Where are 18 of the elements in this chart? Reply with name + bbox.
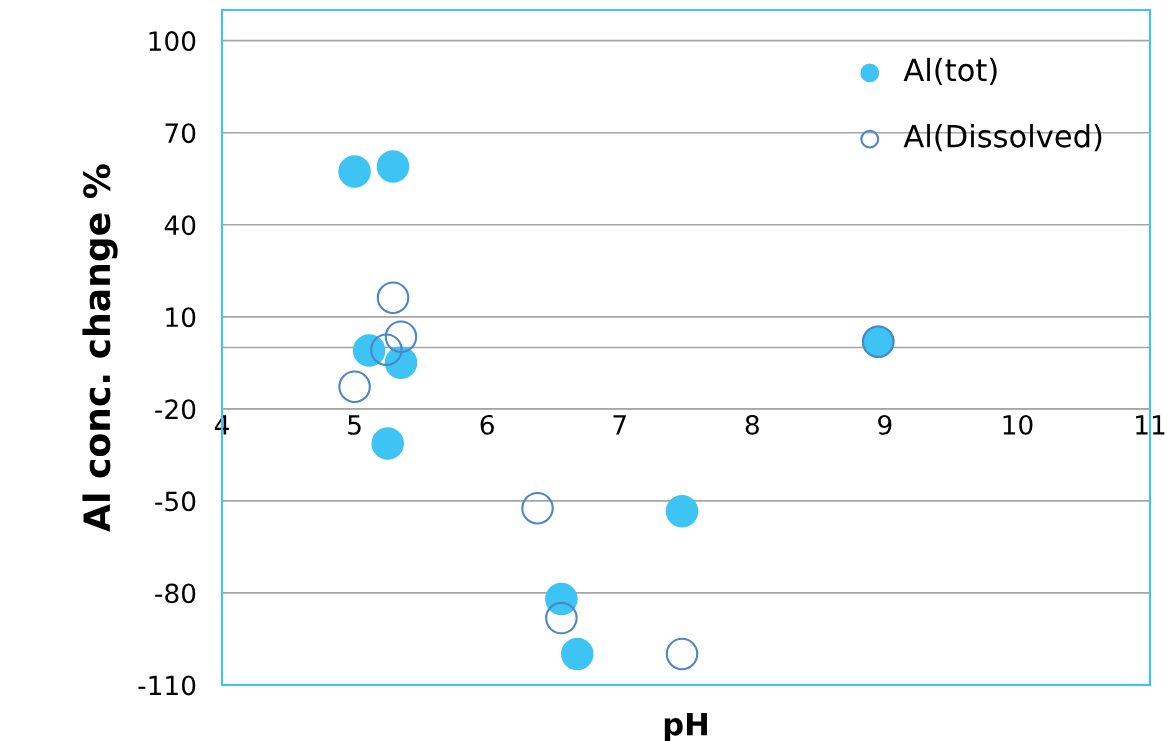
x-tick-label: 9: [878, 414, 892, 435]
y-axis-title: Al conc. change %: [82, 164, 118, 532]
y-tick-label: 40: [164, 215, 196, 236]
x-tick-label: 10: [1003, 414, 1033, 435]
y-tick-label: 70: [165, 123, 196, 144]
x-tick-label: 5: [348, 415, 361, 435]
y-tick-label: 100: [149, 31, 196, 52]
y-tick-label: -110: [138, 675, 196, 696]
x-tick-label: 6: [480, 414, 494, 435]
y-tick-label: -50: [155, 491, 196, 512]
y-tick-label: 10: [166, 307, 196, 328]
legend-label: Al(Dissolved): [903, 123, 1102, 152]
x-tick-label: 7: [613, 415, 626, 435]
y-tick-label: -80: [155, 583, 196, 604]
y-tick-label: -20: [155, 399, 196, 420]
x-axis-title: pH: [664, 712, 707, 741]
legend-label: Al(tot): [903, 57, 997, 85]
x-tick-label: 8: [745, 414, 759, 435]
